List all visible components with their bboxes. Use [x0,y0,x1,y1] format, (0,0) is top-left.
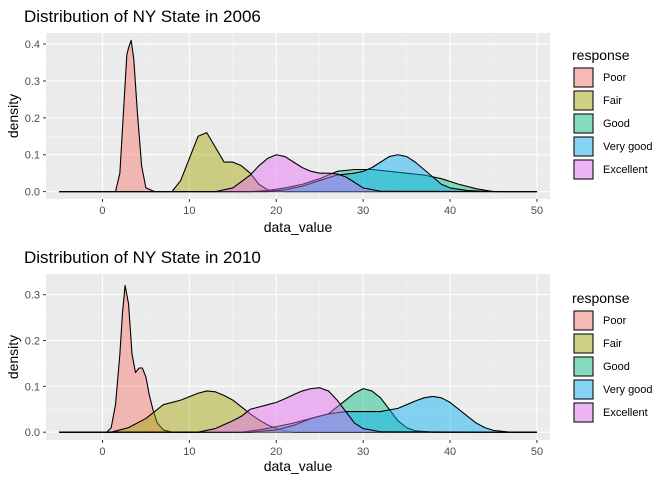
x-tick-label: 0 [99,446,105,458]
density-area-fair [59,390,537,433]
legend-swatch-excellent [573,402,594,423]
legend-key-bg [573,310,594,331]
y-tick-label: 0.3 [25,290,40,302]
legend-key-bg [573,136,594,157]
y-tick-label: 0.1 [25,381,40,393]
x-tick-label: 20 [270,446,282,458]
density-line-fair [59,390,537,433]
legend-label: Excellent [603,164,648,176]
y-axis-title: density [5,335,21,379]
chart-title: Distribution of NY State in 2010 [24,248,261,267]
density-area-very-good [59,154,537,192]
x-tick-label: 20 [270,205,282,217]
chart-title: Distribution of NY State in 2006 [24,7,261,26]
density-line-excellent [59,387,537,433]
legend-title: response [572,290,630,306]
legend-key-bg [573,67,594,88]
legend-key-bg [573,113,594,134]
legend-label: Very good [603,384,653,396]
legend-label: Very good [603,141,653,153]
x-tick-label: 50 [531,205,543,217]
density-area-very-good [59,396,537,433]
legend-key-bg [573,356,594,377]
legend-label: Fair [603,338,622,350]
x-tick-label: 50 [531,446,543,458]
density-area-excellent [59,154,537,192]
x-tick-label: 10 [183,205,195,217]
density-line-good [59,388,537,433]
density-line-good [59,168,537,193]
legend-label: Poor [603,315,627,327]
legend-label: Good [603,118,630,130]
legend-swatch-fair [573,333,594,354]
legend-key-bg [573,379,594,400]
panel-background [46,274,550,440]
density-line-very-good [59,395,537,433]
legend-key-bg [573,333,594,354]
legend-swatch-poor [573,310,594,331]
x-tick-label: 30 [357,205,369,217]
legend-swatch-fair [573,90,594,111]
chart-panel-1: Distribution of NY State in 2006 0 10 20 30 4… [5,7,653,235]
legend-swatch-good [573,113,594,134]
legend-label: Excellent [603,407,648,419]
legend-swatch-excellent [573,159,594,180]
legend-swatch-poor [573,67,594,88]
panel-background [46,33,550,199]
y-tick-label: 0.0 [25,427,40,439]
y-tick-label: 0.3 [25,76,40,88]
chart-panel-2: Distribution of NY State in 2010 0 10 20 30 4… [5,248,653,474]
legend-title: response [572,47,630,63]
legend: response Poor Fair Good Very good Excellent [572,47,653,180]
legend-swatch-good [573,356,594,377]
legend-key-bg [573,402,594,423]
y-tick-label: 0.0 [25,187,40,199]
y-tick-label: 0.4 [25,39,40,51]
y-axis-title: density [5,94,21,138]
density-area-excellent [59,387,537,433]
x-tick-label: 30 [357,446,369,458]
y-tick-label: 0.2 [25,335,40,347]
legend-key-bg [573,90,594,111]
density-line-poor [59,39,537,193]
density-area-good [59,169,537,192]
legend-label: Poor [603,72,627,84]
x-axis-title: data_value [264,458,333,474]
y-tick-label: 0.1 [25,150,40,162]
density-line-very-good [59,154,537,193]
legend-swatch-very-good [573,379,594,400]
legend-label: Fair [603,95,622,107]
x-tick-label: 40 [444,446,456,458]
legend-key-bg [573,159,594,180]
legend-swatch-very-good [573,136,594,157]
x-tick-label: 40 [444,205,456,217]
legend-label: Good [603,361,630,373]
density-line-poor [59,284,537,433]
legend: response Poor Fair Good Very good Excellent [572,290,653,423]
y-tick-label: 0.2 [25,113,40,125]
x-tick-label: 0 [99,205,105,217]
x-tick-label: 10 [183,446,195,458]
density-line-excellent [59,154,537,193]
x-axis-title: data_value [264,219,333,235]
